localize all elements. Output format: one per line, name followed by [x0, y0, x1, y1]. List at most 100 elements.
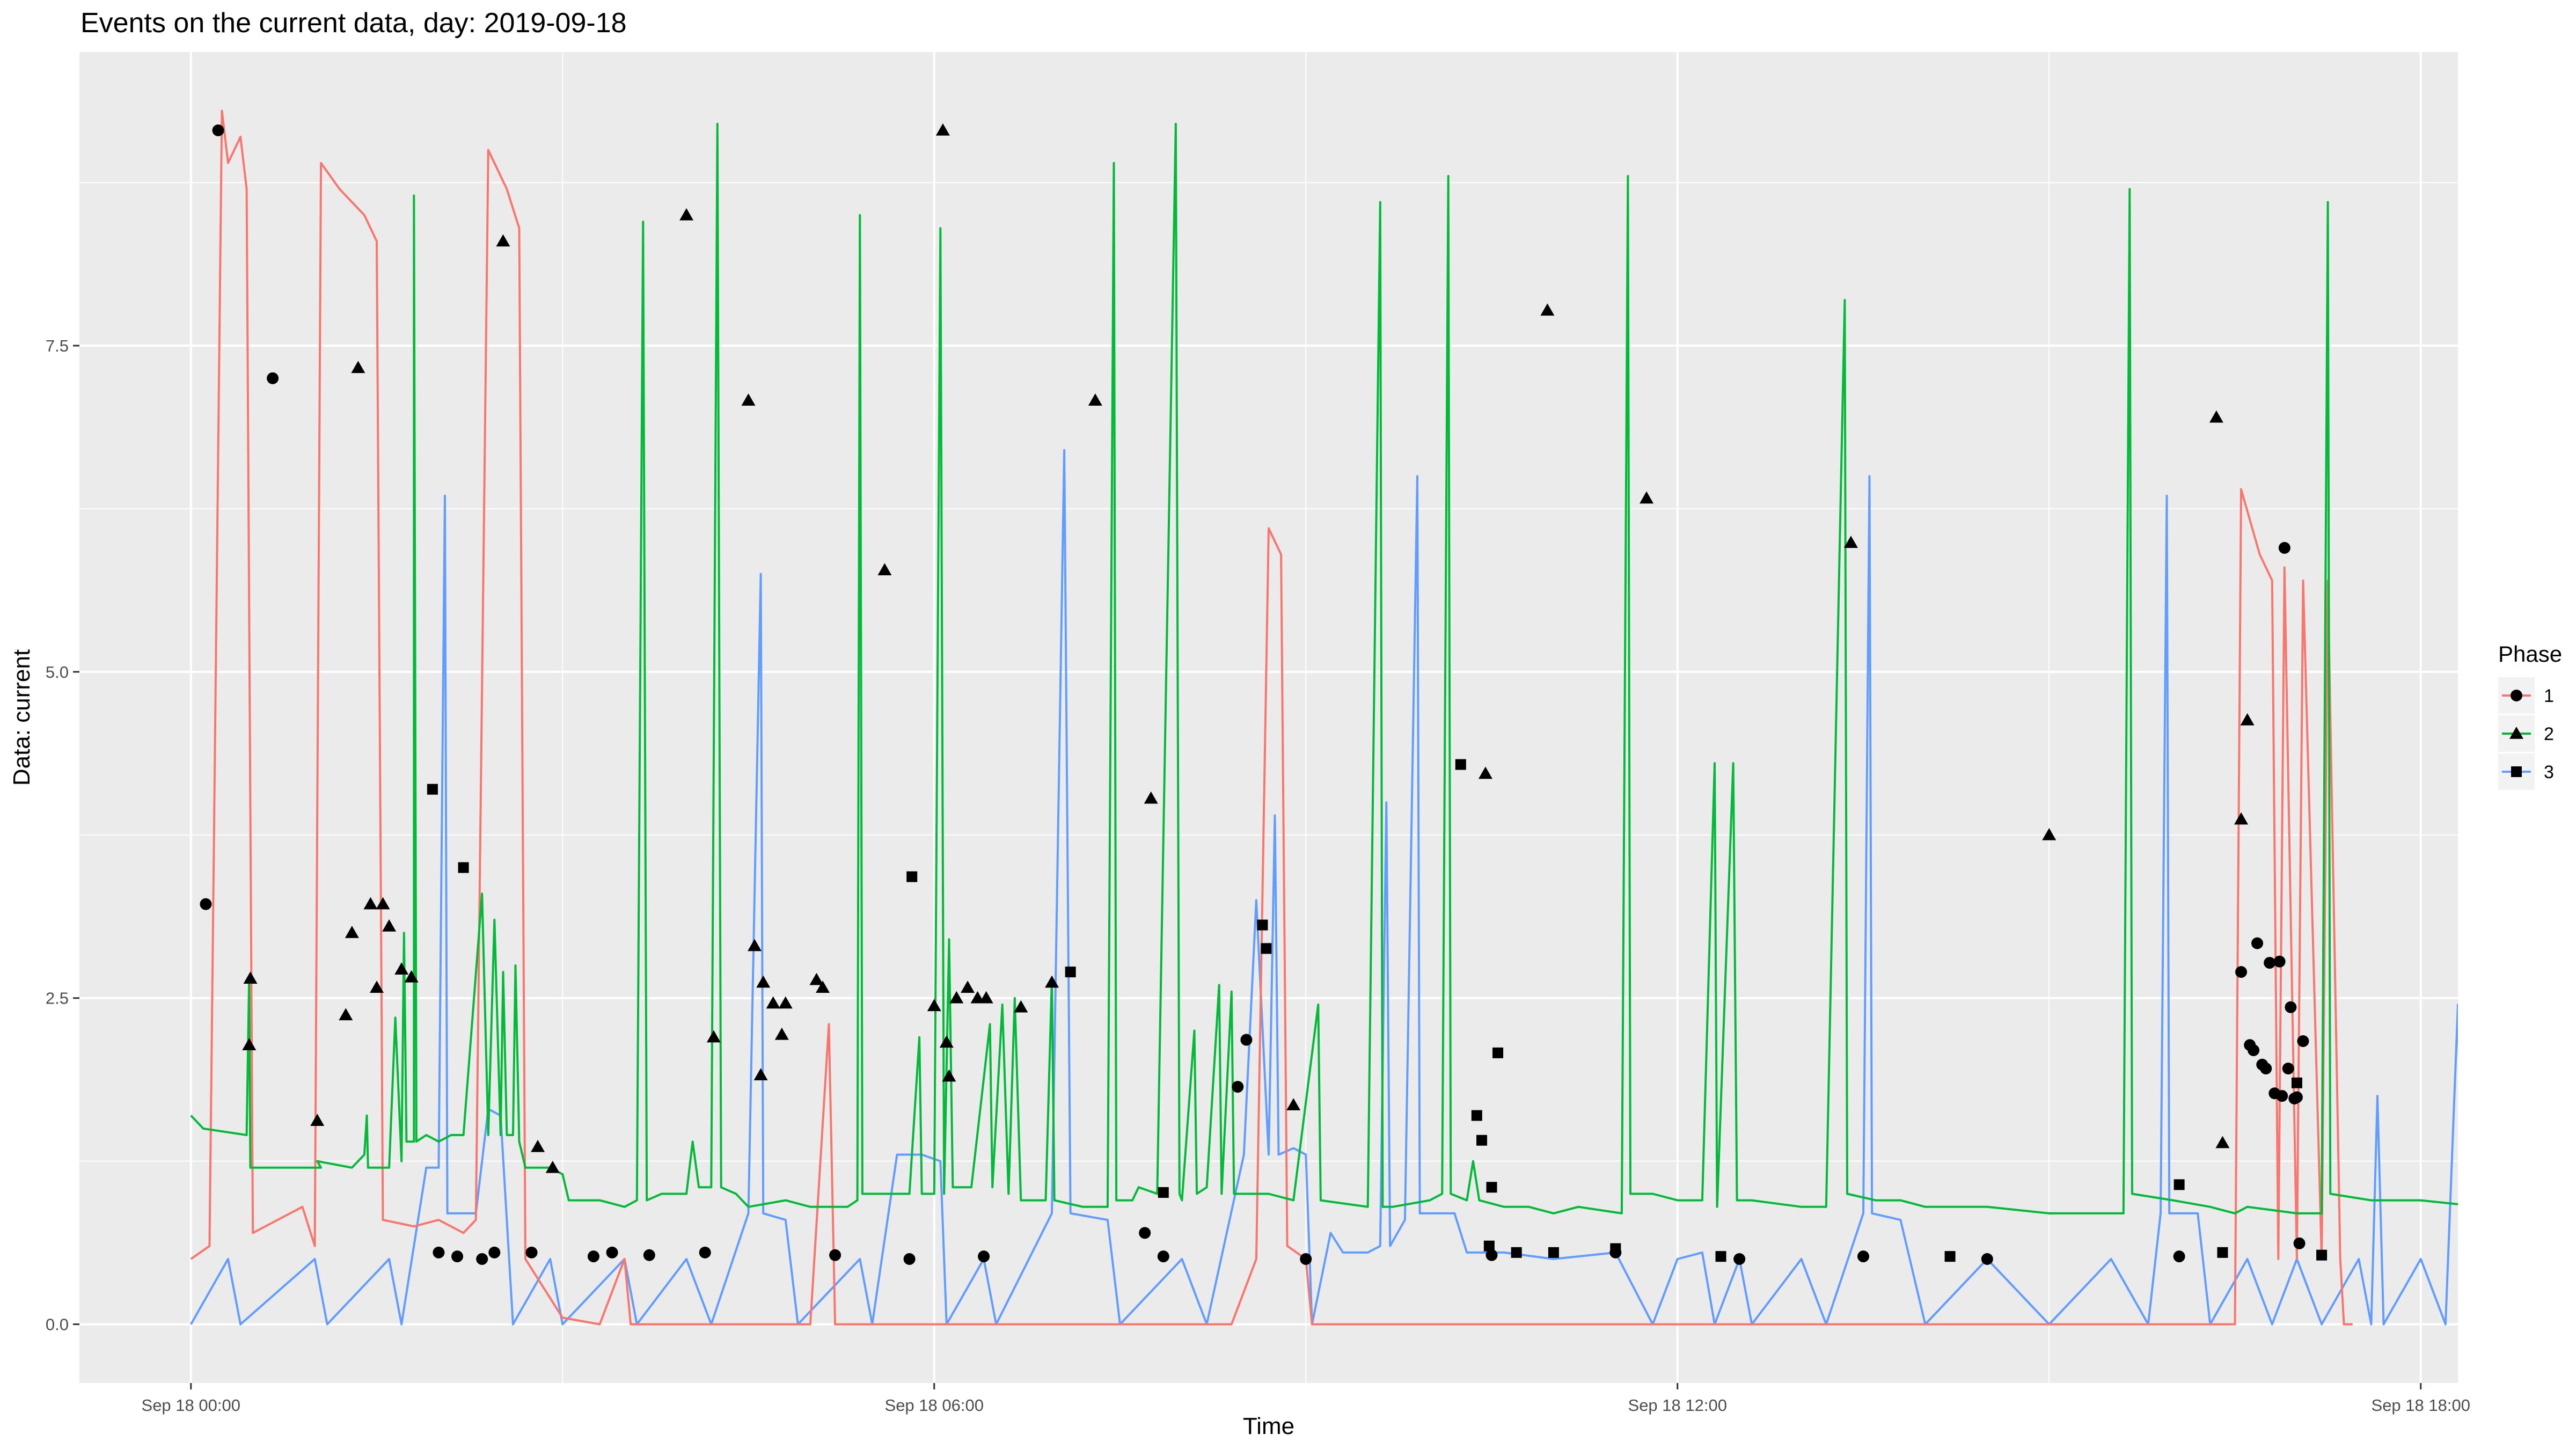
point-phase-2: [1843, 536, 1858, 548]
series-line-phase-2: [190, 122, 2458, 1214]
point-phase-3: [2217, 1247, 2228, 1258]
point-phase-1: [200, 898, 212, 910]
point-phase-1: [2260, 1063, 2272, 1075]
series-lines: [190, 109, 2458, 1326]
point-phase-2: [809, 972, 824, 985]
point-phase-2: [382, 919, 397, 932]
legend-label: 3: [2544, 762, 2554, 782]
point-phase-3: [1483, 1240, 1495, 1252]
point-phase-2: [1014, 1000, 1028, 1013]
point-phase-2: [774, 1027, 789, 1040]
legend-label: 2: [2544, 724, 2554, 744]
point-phase-1: [1139, 1227, 1151, 1239]
legend-key-circle-icon: [2511, 690, 2522, 701]
point-phase-3: [2174, 1179, 2185, 1190]
point-phase-1: [2273, 955, 2286, 968]
point-phase-2: [1640, 491, 1654, 504]
point-phase-1: [1300, 1253, 1312, 1265]
point-phase-3: [458, 862, 469, 873]
point-phase-2: [927, 999, 941, 1012]
point-phase-3: [1944, 1251, 1956, 1262]
point-phase-1: [2276, 1090, 2288, 1102]
axis-ticks: [73, 345, 2422, 1389]
point-phase-3: [1455, 759, 1466, 770]
point-phase-1: [1733, 1253, 1746, 1265]
point-phase-2: [679, 208, 694, 221]
x-tick-label: Sep 18 00:00: [142, 1396, 240, 1415]
point-phase-2: [753, 1068, 768, 1080]
series-points: [200, 123, 2328, 1265]
point-phase-3: [1511, 1247, 1522, 1258]
point-phase-2: [351, 361, 365, 374]
point-phase-1: [1485, 1249, 1498, 1261]
point-phase-1: [2248, 1044, 2260, 1056]
point-phase-2: [816, 980, 830, 993]
point-phase-3: [1548, 1247, 1559, 1258]
point-phase-2: [345, 926, 359, 938]
point-phase-2: [778, 996, 793, 1009]
y-tick-label: 0.0: [46, 1315, 69, 1334]
point-phase-2: [339, 1008, 353, 1021]
point-phase-1: [903, 1253, 916, 1265]
x-axis-title: Time: [1243, 1413, 1294, 1439]
point-phase-2: [531, 1139, 545, 1152]
point-phase-3: [1715, 1251, 1726, 1262]
legend: Phase 1 2 3: [2498, 641, 2562, 790]
point-phase-1: [2235, 966, 2248, 978]
point-phase-2: [2234, 812, 2249, 825]
x-tick-labels: Sep 18 00:00 Sep 18 06:00 Sep 18 12:00 Sep …: [142, 1396, 2470, 1415]
point-phase-2: [1286, 1098, 1301, 1110]
point-phase-1: [587, 1250, 599, 1263]
point-phase-3: [2316, 1249, 2328, 1261]
point-phase-2: [1088, 393, 1102, 406]
point-phase-2: [2240, 713, 2255, 726]
point-phase-2: [766, 996, 780, 1009]
point-phase-1: [2297, 1035, 2309, 1047]
point-phase-1: [525, 1246, 538, 1258]
point-phase-2: [961, 980, 975, 993]
legend-title: Phase: [2498, 641, 2562, 667]
legend-key-triangle-icon: [2509, 727, 2523, 739]
y-tick-label: 2.5: [46, 989, 69, 1008]
x-tick-label: Sep 18 12:00: [1628, 1396, 1727, 1415]
point-phase-1: [2282, 1063, 2294, 1075]
point-phase-2: [545, 1160, 560, 1173]
point-phase-1: [212, 124, 224, 136]
y-axis-title: Data: current: [9, 649, 35, 786]
point-phase-1: [488, 1246, 501, 1258]
point-phase-1: [978, 1250, 990, 1263]
point-phase-3: [1610, 1243, 1621, 1254]
point-phase-3: [1261, 943, 1272, 954]
point-phase-2: [1540, 303, 1555, 316]
point-phase-3: [1486, 1182, 1497, 1193]
point-phase-2: [394, 962, 409, 975]
point-phase-2: [1144, 791, 1158, 804]
point-phase-1: [1232, 1081, 1244, 1093]
point-phase-2: [404, 970, 419, 983]
point-phase-2: [242, 1038, 257, 1051]
point-phase-1: [643, 1249, 655, 1261]
point-phase-1: [2285, 1001, 2297, 1013]
point-phase-2: [877, 563, 892, 576]
point-phase-2: [310, 1114, 325, 1126]
point-phase-3: [906, 871, 918, 882]
point-phase-3: [1492, 1047, 1504, 1058]
point-phase-2: [979, 991, 993, 1004]
point-phase-2: [370, 980, 384, 993]
point-phase-3: [2291, 1077, 2302, 1088]
point-phase-2: [935, 123, 950, 136]
point-phase-2: [939, 1035, 954, 1048]
point-phase-1: [1240, 1034, 1253, 1046]
chart-title: Events on the current data, day: 2019-09…: [80, 8, 627, 39]
point-phase-2: [496, 234, 510, 247]
point-phase-2: [363, 897, 378, 910]
point-phase-1: [433, 1246, 445, 1258]
point-phase-2: [1478, 766, 1492, 779]
legend-label: 1: [2544, 686, 2554, 706]
point-phase-1: [451, 1250, 464, 1263]
legend-keys: 1 2 3: [2498, 677, 2554, 790]
point-phase-2: [2215, 1136, 2230, 1148]
point-phase-2: [376, 897, 390, 910]
point-phase-2: [2209, 410, 2223, 423]
